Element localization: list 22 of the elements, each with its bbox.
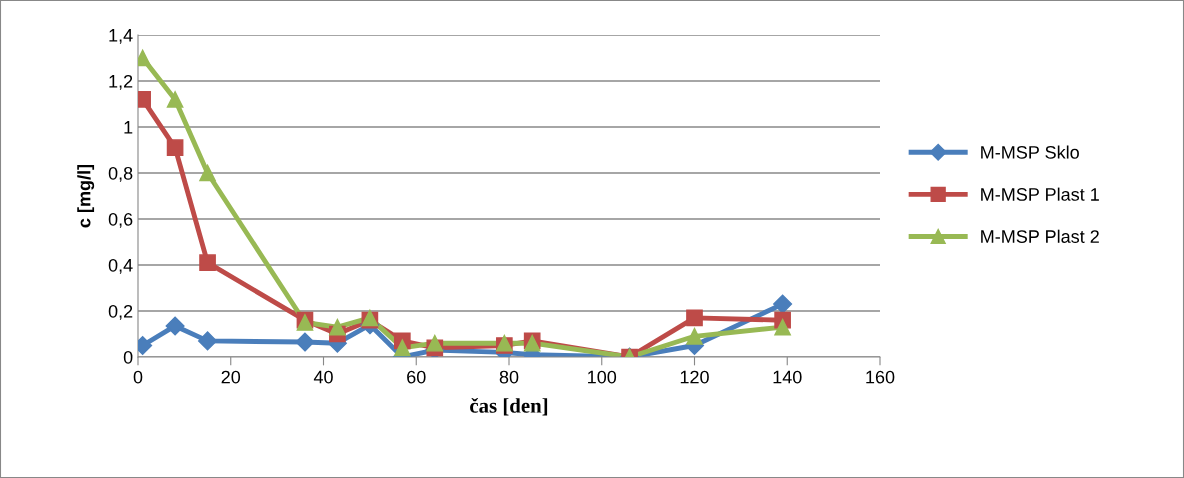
y-tick-label: 1 (124, 121, 133, 134)
y-tick-label: 0,6 (108, 212, 133, 228)
y-tick-label: 0,4 (108, 258, 133, 274)
y-tick-label: 1,2 (109, 74, 133, 90)
y-tick-label: 0,2 (108, 304, 133, 320)
x-tick-label: 100 (588, 370, 617, 384)
x-axis-title: čas [den] (470, 397, 548, 416)
x-tick-label: 0 (133, 370, 143, 384)
legend-label: M-MSP Plast 1 (981, 187, 1099, 201)
y-tick-label: 0 (123, 350, 133, 364)
y-tick-label: 1,4 (109, 29, 133, 44)
x-tick-label: 20 (221, 370, 241, 384)
x-tick-label: 60 (407, 370, 426, 384)
x-tick-label: 160 (866, 370, 895, 384)
x-tick-label: 80 (499, 370, 519, 384)
legend-label: M-MSP Sklo (981, 145, 1079, 159)
x-tick-label: 120 (680, 370, 709, 384)
x-tick-label: 140 (773, 370, 802, 384)
y-axis-title: c [mg/l] (77, 164, 95, 228)
y-tick-label: 0,8 (108, 166, 133, 182)
x-tick-label: 40 (313, 370, 333, 384)
legend-label: M-MSP Plast 2 (981, 229, 1099, 243)
